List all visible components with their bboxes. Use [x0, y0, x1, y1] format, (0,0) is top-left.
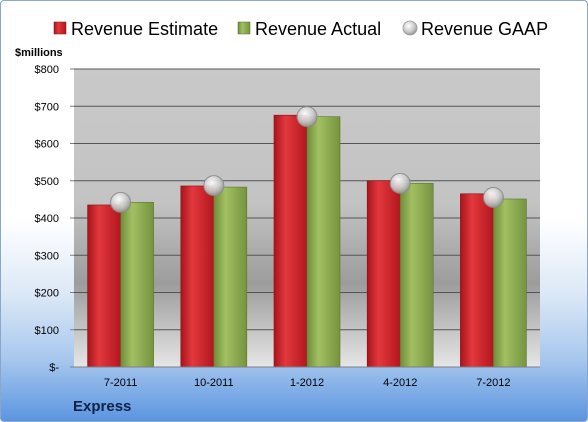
- marker-revenue-gaap: [296, 106, 318, 128]
- bar-revenue-actual: [213, 186, 248, 368]
- legend-swatch-revenue-actual: [237, 21, 251, 35]
- legend-item-revenue-actual: Revenue Actual: [237, 19, 381, 39]
- legend: Revenue Estimate Revenue Actual Revenue …: [53, 19, 548, 39]
- legend-swatch-revenue-estimate: [53, 21, 67, 35]
- y-tick-label: $-: [49, 362, 59, 374]
- legend-item-revenue-gaap: Revenue GAAP: [402, 19, 548, 39]
- y-tick-label: $500: [35, 176, 59, 188]
- marker-revenue-gaap: [482, 187, 504, 209]
- x-tick-label: 7-2011: [104, 377, 137, 389]
- x-tick-label: 7-2012: [476, 377, 510, 389]
- bar-revenue-estimate: [87, 204, 121, 368]
- legend-label-revenue-estimate: Revenue Estimate: [71, 19, 218, 39]
- bar-revenue-actual: [493, 198, 527, 368]
- y-tick-label: $700: [35, 101, 59, 113]
- bar-revenue-estimate: [273, 114, 308, 368]
- marker-revenue-gaap: [110, 191, 132, 213]
- bar-revenue-actual: [120, 202, 154, 368]
- marker-revenue-gaap: [389, 172, 411, 194]
- bar-revenue-estimate: [460, 193, 494, 368]
- y-tick-label: $400: [35, 213, 59, 225]
- y-axis-ticks: $- $100 $200 $300 $400 $500 $600 $700 $800: [35, 64, 74, 374]
- legend-item-revenue-estimate: Revenue Estimate: [53, 19, 218, 39]
- legend-label-revenue-gaap: Revenue GAAP: [421, 19, 548, 39]
- marker-revenue-gaap: [203, 175, 225, 197]
- legend-label-revenue-actual: Revenue Actual: [255, 19, 381, 39]
- y-tick-label: $600: [35, 139, 59, 151]
- y-tick-label: $300: [35, 250, 59, 262]
- x-axis-ticks: 7-2011 10-2011 1-2012 4-2012 7-2012: [104, 377, 511, 389]
- bar-revenue-estimate: [180, 185, 215, 368]
- y-tick-label: $800: [35, 64, 59, 76]
- x-tick-label: 1-2012: [290, 377, 324, 389]
- bar-revenue-actual: [306, 116, 341, 368]
- gaap-markers: [110, 106, 504, 213]
- y-tick-label: $100: [35, 325, 59, 337]
- legend-swatch-revenue-gaap: [402, 20, 418, 36]
- bar-revenue-estimate: [366, 180, 401, 368]
- company-name: Express: [73, 398, 132, 415]
- bars: [87, 114, 527, 368]
- y-tick-label: $200: [35, 288, 59, 300]
- bar-revenue-actual: [399, 183, 434, 368]
- x-tick-label: 10-2011: [194, 377, 234, 389]
- y-axis-unit-label: $millions: [15, 47, 63, 59]
- x-tick-label: 4-2012: [383, 377, 417, 389]
